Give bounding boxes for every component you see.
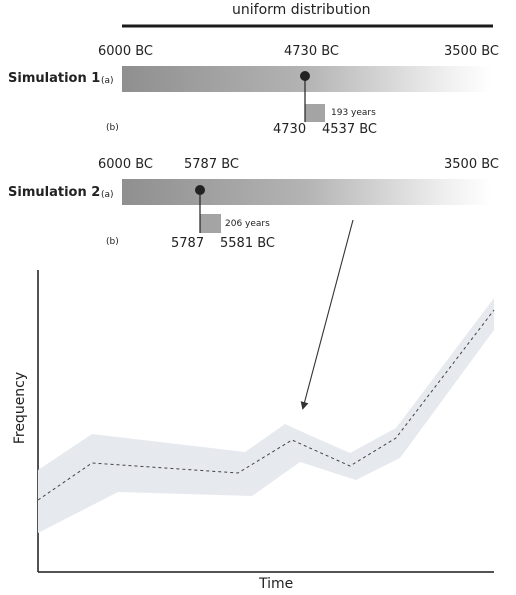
sim2-label: Simulation 2 bbox=[8, 185, 101, 200]
mean-line bbox=[37, 309, 495, 501]
pointer-arrow bbox=[300, 219, 354, 410]
sim1-range-end: 3500 BC bbox=[444, 44, 499, 59]
x-axis-label: Time bbox=[259, 576, 294, 592]
sim1-sample-point bbox=[300, 71, 310, 81]
sim2-label-a: (a) bbox=[101, 190, 114, 200]
sim1-duration: 193 years bbox=[331, 108, 376, 118]
sim2-range-start: 6000 BC bbox=[98, 157, 153, 172]
sim1-b-end: 4537 BC bbox=[322, 122, 377, 137]
sim1-sampled-year: 4730 BC bbox=[284, 44, 339, 59]
sim1-label-a: (a) bbox=[101, 76, 114, 86]
sim2-b-start: 5787 bbox=[171, 236, 205, 251]
sim1-label: Simulation 1 bbox=[8, 71, 101, 86]
sim2-sample-box bbox=[200, 214, 221, 233]
sim2-distribution-bar bbox=[122, 179, 492, 205]
sim2-duration: 206 years bbox=[225, 219, 270, 229]
sim2-label-b: (b) bbox=[106, 237, 119, 247]
sim1-sample-box bbox=[305, 104, 325, 122]
sim2-sample-point bbox=[195, 185, 205, 195]
sim1-label-b: (b) bbox=[106, 123, 119, 133]
distribution-title: uniform distribution bbox=[232, 2, 371, 18]
sim2-b-end: 5581 BC bbox=[220, 236, 275, 251]
confidence-band bbox=[38, 298, 494, 533]
sim2-sampled-year: 5787 BC bbox=[184, 157, 239, 172]
sim1-range-start: 6000 BC bbox=[98, 44, 153, 59]
sim2-range-end: 3500 BC bbox=[444, 157, 499, 172]
sim1-b-start: 4730 bbox=[273, 122, 307, 137]
